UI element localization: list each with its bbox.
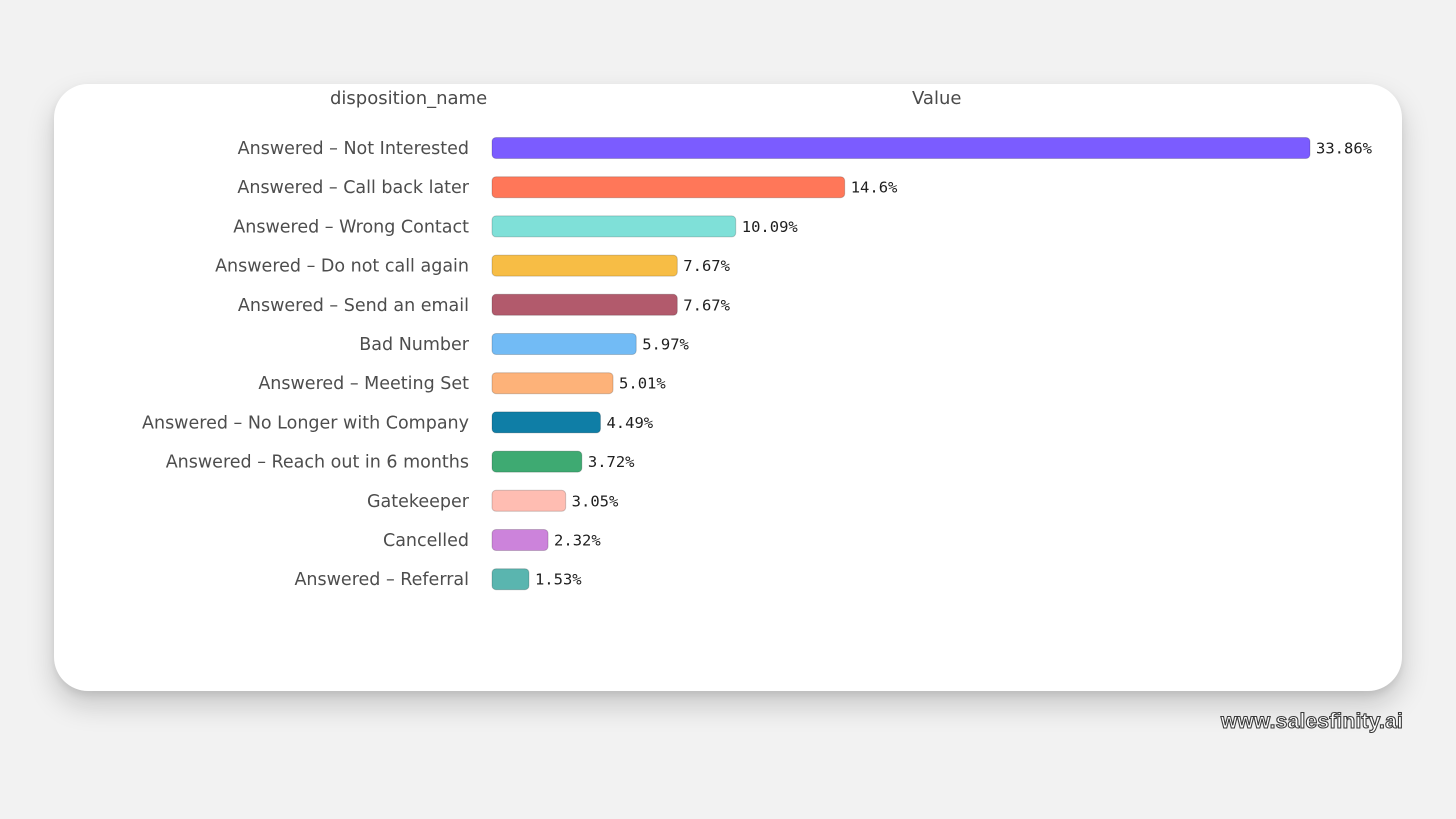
- bar[interactable]: [491, 215, 737, 238]
- category-label: Answered – Wrong Contact: [233, 217, 469, 237]
- value-label: 3.05%: [572, 492, 619, 510]
- category-label: Answered – Call back later: [237, 178, 469, 198]
- bar[interactable]: [491, 254, 678, 277]
- bar[interactable]: [491, 293, 678, 316]
- category-label: Answered – Send an email: [238, 296, 469, 316]
- category-label: Answered – No Longer with Company: [142, 413, 469, 433]
- value-label: 4.49%: [606, 414, 653, 432]
- value-label: 14.6%: [851, 179, 898, 197]
- value-label: 5.97%: [642, 336, 689, 354]
- category-label: Answered – Referral: [294, 570, 469, 590]
- value-label: 5.01%: [619, 375, 666, 393]
- category-label: Gatekeeper: [367, 492, 470, 512]
- value-label: 10.09%: [742, 218, 799, 236]
- category-label: Answered – Meeting Set: [258, 374, 469, 394]
- category-column-header: disposition_name: [330, 88, 488, 109]
- bar[interactable]: [491, 137, 1311, 159]
- bar[interactable]: [491, 176, 846, 199]
- bar[interactable]: [491, 568, 530, 591]
- value-label: 3.72%: [588, 453, 635, 471]
- category-label: Bad Number: [359, 335, 470, 355]
- bar[interactable]: [491, 372, 614, 395]
- category-label: Answered – Reach out in 6 months: [166, 453, 469, 473]
- value-label: 7.67%: [683, 257, 730, 275]
- category-label: Answered – Not Interested: [238, 139, 469, 159]
- bar[interactable]: [491, 333, 637, 355]
- value-label: 2.32%: [554, 532, 601, 550]
- category-label: Answered – Do not call again: [215, 257, 469, 277]
- value-label: 33.86%: [1316, 140, 1373, 158]
- value-label: 1.53%: [535, 571, 582, 589]
- value-column-header: Value: [912, 88, 962, 109]
- bar[interactable]: [491, 489, 567, 512]
- bar[interactable]: [491, 450, 583, 473]
- watermark: www.salesfinity.ai: [1220, 709, 1403, 733]
- value-label: 7.67%: [683, 296, 730, 314]
- bar[interactable]: [491, 411, 601, 434]
- bar[interactable]: [491, 529, 549, 551]
- category-label: Cancelled: [383, 531, 469, 551]
